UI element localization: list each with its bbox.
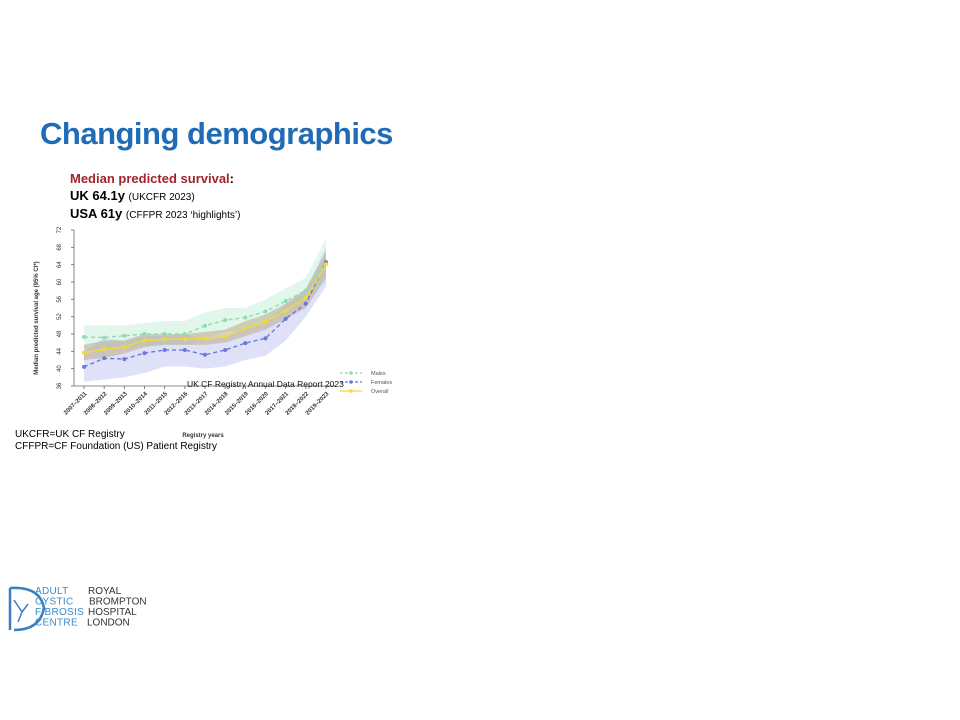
survival-heading: Median predicted survival: [70,171,234,186]
survival-line: UK 64.1y (UKCFR 2023) [70,188,195,203]
legend-marker [349,389,353,393]
survival-label: USA 61y [70,206,123,221]
data-point [223,334,228,339]
data-point [203,352,207,357]
legend-label: Females [371,380,392,386]
data-point [223,318,228,323]
data-point [263,336,268,341]
data-point [162,337,167,342]
legend-label: Males [371,371,386,377]
y-tick-label: 40 [57,365,63,372]
heading-text: Median predicted survival [70,171,230,186]
y-tick-label: 52 [57,313,63,320]
data-point [122,357,127,362]
logo-text-right: ROYAL [88,586,122,597]
legend-marker [349,371,353,375]
y-tick-label: 56 [57,295,63,302]
logo-text-right: HOSPITAL [88,607,137,618]
y-tick-label: 64 [57,261,63,268]
x-axis-title: Registry years [182,433,224,439]
y-tick-label: 60 [57,278,63,285]
logo-text-left: ADULT [35,586,69,597]
data-point [142,332,147,336]
data-point [243,341,248,346]
data-point [122,345,127,349]
legend-label: Overall [371,389,388,395]
y-tick-label: 48 [57,330,63,337]
survival-label: UK 64.1y [70,188,125,203]
data-point [303,296,308,301]
data-point [182,332,187,336]
footnote: UKCFR=UK CF Registry [15,429,125,440]
logo-text-right: LONDON [87,618,130,629]
data-point [82,350,86,355]
survival-source: (CFFPR 2023 ‘highlights’) [125,210,241,221]
logo-text-left: CYSTIC [35,597,73,608]
y-tick-label: 36 [57,382,63,389]
heading-colon: : [229,171,235,186]
data-point [303,288,308,293]
data-point [303,301,308,306]
data-point [263,309,268,314]
data-point [162,332,167,336]
data-point [243,315,248,320]
data-point [263,319,268,324]
data-point [102,347,107,352]
data-point [324,262,328,267]
data-point [182,337,187,342]
data-point [142,351,147,356]
data-point [102,356,107,361]
data-point [203,336,207,341]
ci-band [84,247,326,382]
data-point [283,316,288,321]
survival-source: (UKCFR 2023) [128,192,195,203]
y-tick-label: 68 [57,243,63,250]
footnote: CFFPR=CF Foundation (US) Patient Registr… [15,441,218,452]
data-point [122,333,127,338]
data-point [283,299,288,304]
logo-text-left: FIBROSIS [35,607,84,618]
slide-title: Changing demographics [40,116,393,151]
logo-text-right: BROMPTON [89,597,147,608]
y-axis-title: Median predicted survival age (95% CI*) [34,261,40,374]
survival-line: USA 61y (CFFPR 2023 ‘highlights’) [70,206,240,221]
ci-band [84,251,326,360]
data-point [182,348,187,353]
y-tick-label: 72 [57,226,63,233]
y-tick-label: 44 [57,347,63,354]
data-point [102,335,107,340]
data-point [162,348,167,353]
data-point [82,335,86,340]
data-point [82,364,86,369]
logo-mark [8,586,46,632]
data-point [223,348,228,353]
logo-text-left: CENTRE [35,618,78,629]
chart-annotation: UK CF Registry Annual Data Report 2023 [187,379,344,389]
data-point [243,326,248,331]
data-point [203,323,207,328]
data-point [283,308,288,313]
legend-marker [349,380,353,384]
data-point [142,338,147,343]
